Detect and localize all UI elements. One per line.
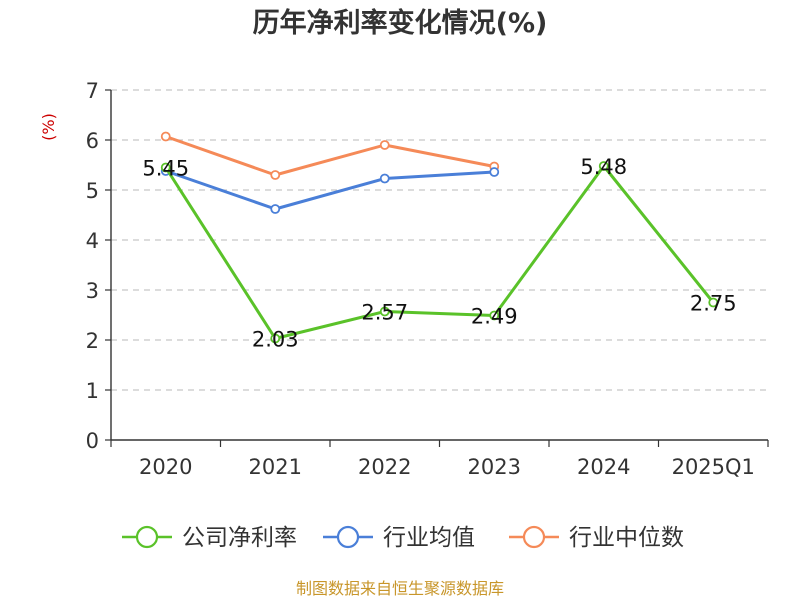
data-point [598, 161, 609, 171]
y-tick-label: 7 [86, 79, 99, 103]
y-tick-label: 2 [86, 329, 99, 353]
data-point [270, 170, 281, 180]
x-tick-label: 2022 [358, 455, 411, 479]
legend-marker [135, 525, 159, 549]
data-point [379, 173, 390, 184]
data-label: 2.03 [252, 328, 299, 352]
legend-item[interactable]: 公司净利率 [122, 525, 297, 551]
data-labels: 5.45 2.03 2.57 2.49 5.48 2.75 [142, 155, 736, 352]
series-line [164, 164, 715, 340]
legend-label: 公司净利率 [182, 525, 297, 551]
data-label: 2.57 [361, 301, 408, 325]
legend-marker [522, 525, 546, 549]
x-tick-label: 2025Q1 [672, 455, 755, 479]
legend-marker [336, 525, 360, 549]
y-tick-label: 0 [86, 429, 99, 453]
data-label: 5.45 [142, 157, 189, 181]
axes: 0 1 2 3 4 5 6 7 2020 2021 2022 2023 2024 2025Q1 [86, 79, 769, 479]
legend-label: 行业中位数 [569, 525, 684, 551]
series-line [165, 169, 495, 211]
legend[interactable]: 公司净利率 行业均值 行业中位数 [122, 525, 684, 551]
y-tick-label: 3 [86, 279, 99, 303]
series-line [165, 135, 495, 177]
legend-item[interactable]: 行业中位数 [509, 525, 684, 551]
series-lines [160, 131, 719, 344]
data-point [379, 140, 390, 150]
data-point [270, 204, 281, 214]
data-point [708, 297, 719, 308]
data-point [160, 131, 171, 142]
data-point [489, 310, 500, 321]
y-tick-label: 5 [86, 179, 99, 203]
legend-label: 行业均值 [383, 525, 475, 551]
data-point [270, 333, 281, 344]
data-source-note: 制图数据来自恒生聚源数据库 [296, 579, 504, 598]
y-tick-label: 6 [86, 129, 99, 153]
data-point [160, 162, 171, 173]
y-axis-label: (%) [39, 113, 58, 141]
y-tick-label: 1 [86, 379, 99, 403]
x-tick-label: 2024 [577, 455, 630, 479]
data-label: 2.75 [690, 292, 737, 316]
x-tick-label: 2021 [249, 455, 302, 479]
grid-lines [111, 89, 768, 391]
data-label: 2.49 [471, 305, 518, 329]
data-label: 5.48 [580, 155, 627, 179]
legend-item[interactable]: 行业均值 [323, 525, 475, 551]
y-tick-label: 4 [86, 229, 99, 253]
x-tick-label: 2020 [139, 455, 192, 479]
chart-title: 历年净利率变化情况(%) [253, 7, 548, 39]
data-point [379, 306, 390, 317]
x-tick-label: 2023 [468, 455, 521, 479]
data-point [489, 167, 500, 177]
